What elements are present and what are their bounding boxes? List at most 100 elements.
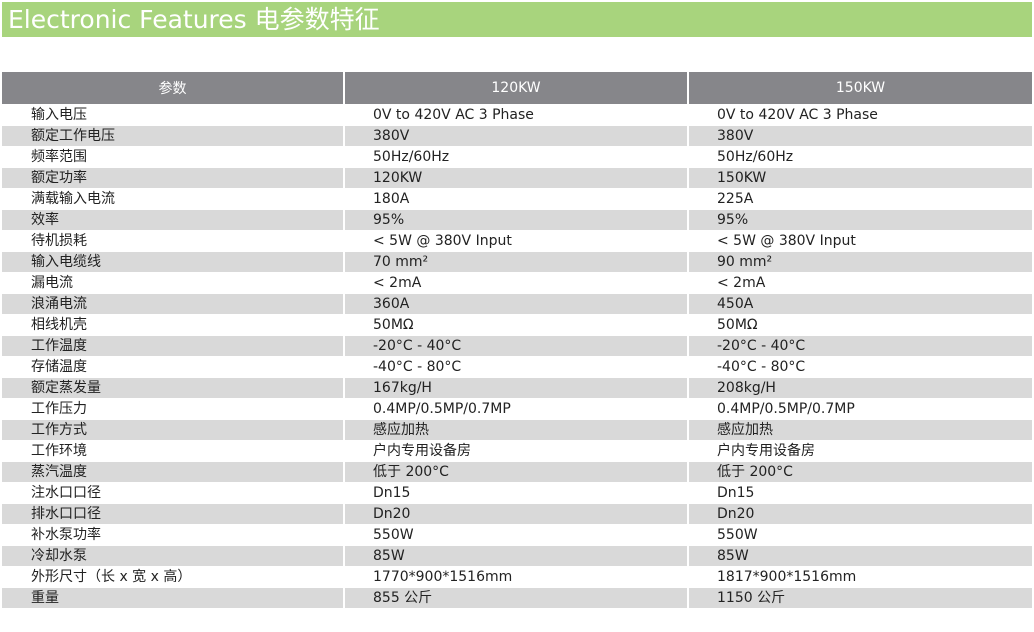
table-row: 冷却水泵 85W 85W	[2, 545, 1032, 567]
value-150kw-cell: 95%	[688, 209, 1032, 231]
parameter-cell: 注水口口径	[2, 482, 345, 504]
value-120kw-cell: 50MΩ	[344, 314, 689, 336]
value-120kw-cell: 360A	[344, 293, 689, 315]
parameter-cell: 补水泵功率	[2, 524, 345, 546]
value-120kw-cell: 0.4MP/0.5MP/0.7MP	[344, 398, 689, 420]
value-150kw-cell: 380V	[688, 125, 1032, 147]
table-row: 工作环境 户内专用设备房 户内专用设备房	[2, 440, 1032, 462]
value-120kw-cell: 50Hz/60Hz	[344, 146, 689, 168]
table-row: 输入电缆线 70 mm² 90 mm²	[2, 251, 1032, 273]
table-row: 输入电压 0V to 420V AC 3 Phase 0V to 420V AC 3…	[2, 104, 1032, 126]
table-row: 相线机壳 50MΩ 50MΩ	[2, 314, 1032, 336]
value-120kw-cell: -20°C - 40°C	[344, 335, 689, 357]
value-120kw-cell: Dn20	[344, 503, 689, 525]
parameter-cell: 外形尺寸（长 x 宽 x 高）	[2, 566, 345, 588]
parameter-cell: 漏电流	[2, 272, 345, 294]
value-150kw-cell: 150KW	[688, 167, 1032, 189]
value-150kw-cell: 感应加热	[688, 419, 1032, 441]
table-row: 工作温度 -20°C - 40°C -20°C - 40°C	[2, 335, 1032, 357]
table-row: 蒸汽温度 低于 200°C 低于 200°C	[2, 461, 1032, 483]
table-row: 额定功率 120KW 150KW	[2, 167, 1032, 189]
value-150kw-cell: Dn20	[688, 503, 1032, 525]
table-row: 效率 95% 95%	[2, 209, 1032, 231]
table-row: 排水口口径 Dn20 Dn20	[2, 503, 1032, 525]
table-row: 待机损耗 < 5W @ 380V Input < 5W @ 380V Input	[2, 230, 1032, 252]
table-row: 外形尺寸（长 x 宽 x 高） 1770*900*1516mm 1817*900*1…	[2, 566, 1032, 588]
value-120kw-cell: 855 公斤	[344, 587, 689, 608]
value-150kw-cell: 90 mm²	[688, 251, 1032, 273]
value-120kw-cell: 120KW	[344, 167, 689, 189]
value-150kw-cell: Dn15	[688, 482, 1032, 504]
table-row: 浪涌电流 360A 450A	[2, 293, 1032, 315]
value-120kw-cell: 167kg/H	[344, 377, 689, 399]
value-150kw-cell: < 2mA	[688, 272, 1032, 294]
parameter-cell: 相线机壳	[2, 314, 345, 336]
value-150kw-cell: 225A	[688, 188, 1032, 210]
value-150kw-cell: 0.4MP/0.5MP/0.7MP	[688, 398, 1032, 420]
value-120kw-cell: 380V	[344, 125, 689, 147]
value-150kw-cell: 450A	[688, 293, 1032, 315]
value-120kw-cell: 低于 200°C	[344, 461, 689, 483]
value-120kw-cell: 户内专用设备房	[344, 440, 689, 462]
value-150kw-cell: 1150 公斤	[688, 587, 1032, 608]
value-120kw-cell: 550W	[344, 524, 689, 546]
value-120kw-cell: -40°C - 80°C	[344, 356, 689, 378]
parameter-cell: 工作温度	[2, 335, 345, 357]
value-120kw-cell: 1770*900*1516mm	[344, 566, 689, 588]
parameter-cell: 存储温度	[2, 356, 345, 378]
table-row: 补水泵功率 550W 550W	[2, 524, 1032, 546]
value-150kw-cell: 户内专用设备房	[688, 440, 1032, 462]
header-banner: Electronic Features 电参数特征	[2, 2, 1032, 37]
value-120kw-cell: 感应加热	[344, 419, 689, 441]
spec-table: 参数 120KW 150KW 输入电压 0V to 420V AC 3 Phase…	[2, 72, 1032, 608]
parameter-cell: 额定工作电压	[2, 125, 345, 147]
table-row: 额定蒸发量 167kg/H 208kg/H	[2, 377, 1032, 399]
parameter-cell: 额定蒸发量	[2, 377, 345, 399]
parameter-cell: 排水口口径	[2, 503, 345, 525]
parameter-cell: 频率范围	[2, 146, 345, 168]
parameter-cell: 输入电缆线	[2, 251, 345, 273]
value-120kw-cell: 0V to 420V AC 3 Phase	[344, 104, 689, 126]
value-150kw-cell: 1817*900*1516mm	[688, 566, 1032, 588]
table-row: 注水口口径 Dn15 Dn15	[2, 482, 1032, 504]
parameter-cell: 工作压力	[2, 398, 345, 420]
table-row: 工作方式 感应加热 感应加热	[2, 419, 1032, 441]
table-body: 输入电压 0V to 420V AC 3 Phase 0V to 420V AC 3…	[2, 104, 1032, 608]
parameter-cell: 额定功率	[2, 167, 345, 189]
column-header-120kw: 120KW	[344, 72, 689, 105]
page-title: Electronic Features 电参数特征	[8, 5, 380, 34]
table-row: 重量 855 公斤 1150 公斤	[2, 587, 1032, 608]
value-150kw-cell: 0V to 420V AC 3 Phase	[688, 104, 1032, 126]
table-row: 存储温度 -40°C - 80°C -40°C - 80°C	[2, 356, 1032, 378]
value-120kw-cell: 95%	[344, 209, 689, 231]
parameter-cell: 满载输入电流	[2, 188, 345, 210]
value-150kw-cell: 50MΩ	[688, 314, 1032, 336]
table-row: 工作压力 0.4MP/0.5MP/0.7MP 0.4MP/0.5MP/0.7MP	[2, 398, 1032, 420]
value-150kw-cell: -40°C - 80°C	[688, 356, 1032, 378]
value-120kw-cell: 180A	[344, 188, 689, 210]
parameter-cell: 工作环境	[2, 440, 345, 462]
value-150kw-cell: 85W	[688, 545, 1032, 567]
value-150kw-cell: 50Hz/60Hz	[688, 146, 1032, 168]
parameter-cell: 重量	[2, 587, 345, 608]
parameter-cell: 效率	[2, 209, 345, 231]
parameter-cell: 冷却水泵	[2, 545, 345, 567]
table-row: 满载输入电流 180A 225A	[2, 188, 1032, 210]
value-120kw-cell: Dn15	[344, 482, 689, 504]
column-header-150kw: 150KW	[688, 72, 1032, 105]
value-120kw-cell: 70 mm²	[344, 251, 689, 273]
parameter-cell: 待机损耗	[2, 230, 345, 252]
value-120kw-cell: 85W	[344, 545, 689, 567]
value-150kw-cell: 低于 200°C	[688, 461, 1032, 483]
value-120kw-cell: < 5W @ 380V Input	[344, 230, 689, 252]
parameter-cell: 输入电压	[2, 104, 345, 126]
table-row: 漏电流 < 2mA < 2mA	[2, 272, 1032, 294]
column-header-parameter: 参数	[2, 72, 345, 105]
parameter-cell: 浪涌电流	[2, 293, 345, 315]
table-row: 频率范围 50Hz/60Hz 50Hz/60Hz	[2, 146, 1032, 168]
value-150kw-cell: 550W	[688, 524, 1032, 546]
value-150kw-cell: -20°C - 40°C	[688, 335, 1032, 357]
table-row: 额定工作电压 380V 380V	[2, 125, 1032, 147]
value-150kw-cell: < 5W @ 380V Input	[688, 230, 1032, 252]
value-150kw-cell: 208kg/H	[688, 377, 1032, 399]
